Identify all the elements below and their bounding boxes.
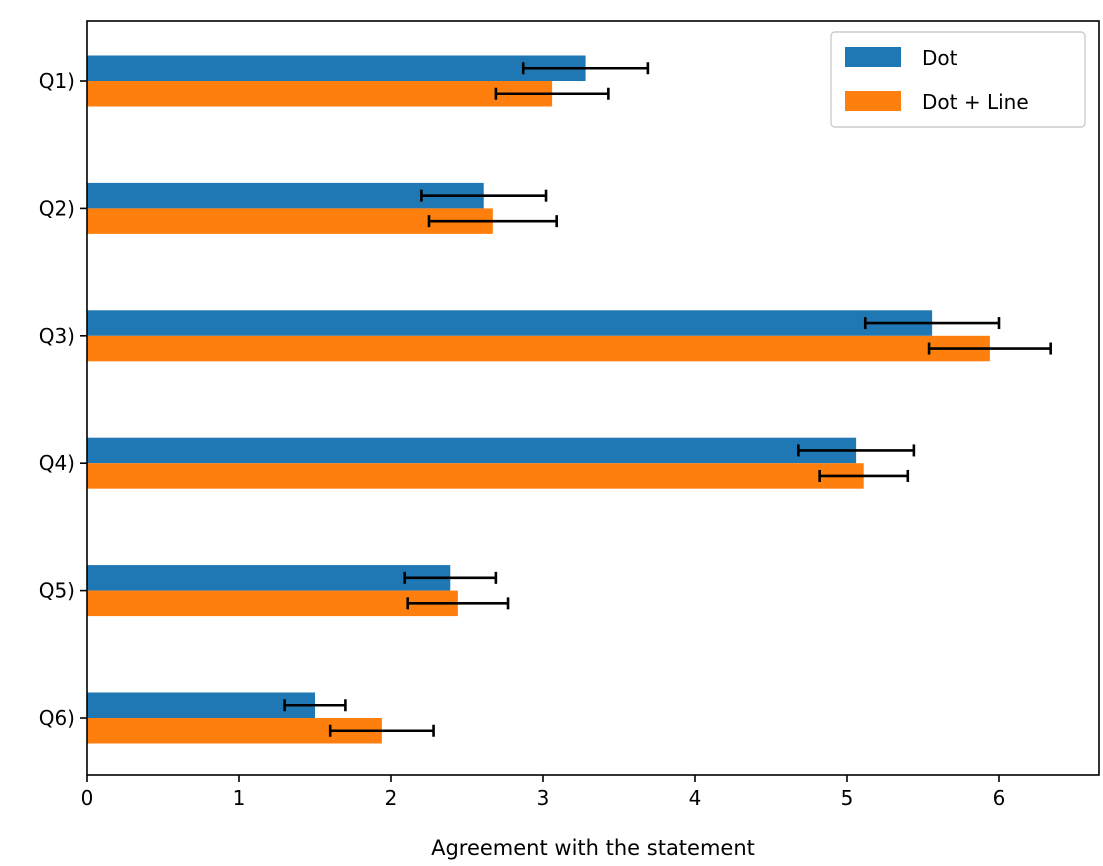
error-bar-dot-line-q3	[927, 342, 1052, 355]
error-bar-dot-line-q4	[818, 469, 910, 482]
error-bar-dot-q1	[521, 62, 650, 75]
bar-dot-q2	[87, 182, 484, 209]
error-bar-dot-q3	[863, 317, 1001, 330]
y-axis-ticks: Q1) Q2) Q3) Q4) Q5) Q6)	[39, 69, 87, 730]
x-axis-label: Agreement with the statement	[431, 836, 755, 860]
legend-swatch-dot-line	[845, 91, 901, 111]
legend-swatch-dot	[845, 47, 901, 67]
x-tick-label: 2	[385, 786, 398, 810]
x-tick-label: 4	[689, 786, 702, 810]
error-bar-dot-line-q5	[406, 597, 510, 610]
y-tick-label: Q3)	[39, 324, 75, 348]
y-tick-label: Q5)	[39, 579, 75, 603]
plot-frame	[86, 20, 1100, 776]
bars-layer	[87, 55, 990, 744]
y-tick-label: Q1)	[39, 69, 75, 93]
bar-dot-q3	[87, 310, 933, 336]
error-bar-dot-q2	[420, 189, 548, 202]
bar-dot-q6	[87, 692, 315, 718]
error-bar-dot-line-q1	[494, 87, 610, 100]
bar-dot-line-q3	[87, 335, 990, 362]
bar-dot-q5	[87, 565, 451, 591]
bar-dot-line-q2	[87, 208, 493, 234]
bar-dot-line-q1	[87, 81, 553, 107]
x-tick-label: 3	[537, 786, 550, 810]
x-tick-label: 5	[841, 786, 854, 810]
legend-label-dot: Dot	[922, 46, 958, 70]
bar-dot-line-q5	[87, 590, 458, 617]
bar-dot-q4	[87, 437, 857, 464]
y-tick-label: Q6)	[39, 706, 75, 730]
error-bar-dot-q5	[403, 571, 498, 584]
x-tick-label: 1	[233, 786, 246, 810]
x-tick-label: 6	[993, 786, 1006, 810]
error-bar-dot-q4	[797, 444, 916, 457]
error-bar-dot-line-q2	[427, 215, 558, 228]
bar-dot-q1	[87, 55, 586, 81]
error-bars-layer	[283, 62, 1052, 737]
y-tick-label: Q2)	[39, 196, 75, 220]
y-tick-label: Q4)	[39, 451, 75, 475]
error-bar-dot-line-q6	[328, 724, 435, 737]
legend-label-dot-line: Dot + Line	[922, 90, 1029, 114]
bar-dot-line-q4	[87, 463, 864, 489]
x-axis-ticks: 0 1 2 3 4 5 6	[81, 775, 1006, 810]
error-bar-dot-q6	[283, 699, 347, 712]
legend: Dot Dot + Line	[830, 31, 1086, 128]
x-tick-label: 0	[81, 786, 94, 810]
